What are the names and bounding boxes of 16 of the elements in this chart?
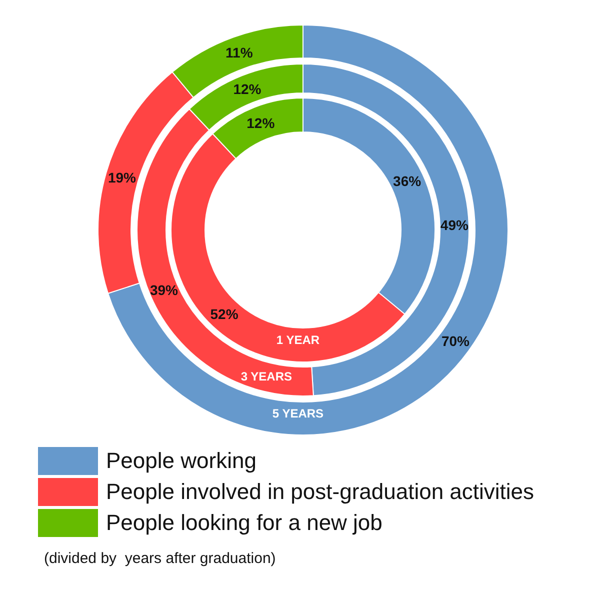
slice-label: 5 YEARS (272, 406, 324, 420)
data-label: 12% (246, 115, 276, 132)
data-label: 39% (150, 282, 179, 298)
data-label: 70% (441, 332, 470, 349)
data-label: 52% (210, 306, 239, 322)
data-label: 19% (108, 169, 137, 186)
text: (divided by years after graduation) (44, 550, 277, 567)
legend-label: People looking for a new job (106, 510, 382, 536)
data-label: 12% (233, 81, 262, 98)
slice-label: 1 YEAR (276, 333, 320, 347)
data-label: 11% (226, 44, 254, 61)
legend-label: People involved in post-graduation activities (106, 478, 534, 504)
legend-label: People working (106, 448, 256, 474)
data-label: 36% (393, 173, 422, 190)
slice-label: 3 YEARS (240, 370, 292, 384)
data-label: 49% (440, 217, 469, 234)
